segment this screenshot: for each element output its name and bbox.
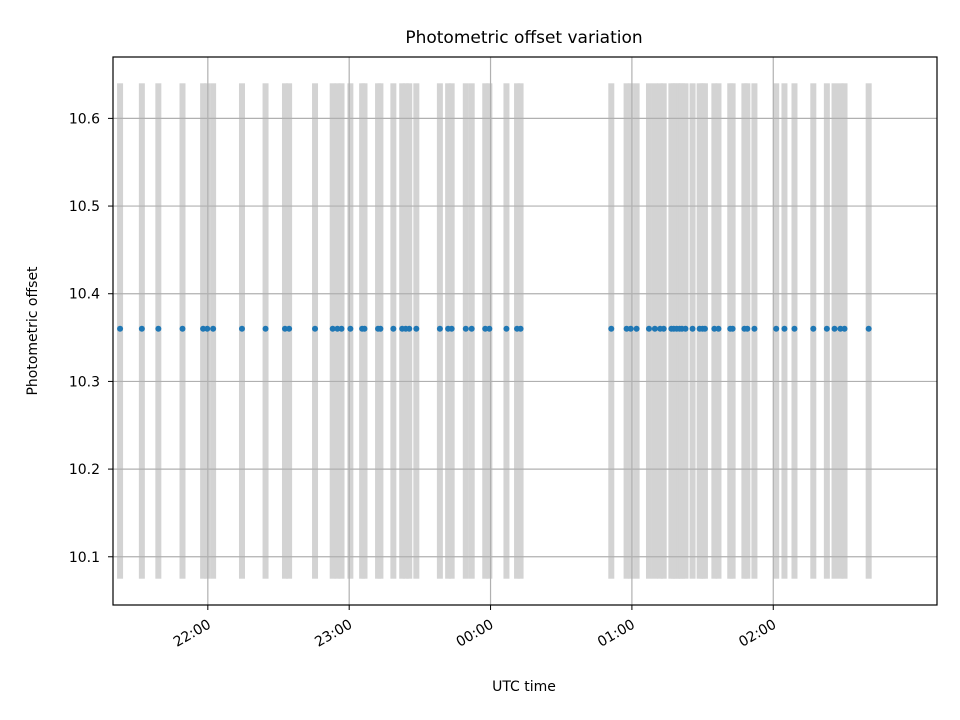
data-point [689,325,696,332]
data-point [627,325,634,332]
data-point [361,325,368,332]
data-point [262,325,269,332]
data-point [633,325,640,332]
data-point [486,325,493,332]
data-point [831,325,838,332]
data-point [651,325,658,332]
data-point [329,325,336,332]
data-point [448,325,455,332]
data-point [729,325,736,332]
data-point [436,325,443,332]
y-tick-label: 10.4 [69,287,100,303]
data-point [810,325,817,332]
y-axis-ticks: 10.1 10.2 10.3 10.4 10.5 10.6 [69,111,113,566]
y-tick-label: 10.5 [69,199,100,215]
y-axis-label: Photometric offset [25,266,41,396]
data-point [682,325,689,332]
data-point [334,325,341,332]
data-point [503,325,510,332]
x-axis-label: UTC time [492,679,556,695]
data-point [204,325,211,332]
data-point [751,325,758,332]
x-tick-label: 00:00 [454,617,497,651]
y-tick-label: 10.6 [69,111,100,127]
data-point [744,325,751,332]
data-point [117,325,124,332]
data-point [179,325,186,332]
data-point [347,325,354,332]
observation-bands [117,83,872,579]
data-point [155,325,162,332]
data-point [841,325,848,332]
x-tick-label: 23:00 [312,617,355,651]
data-point [390,325,397,332]
data-point [281,325,288,332]
data-point [608,325,615,332]
data-point [781,325,788,332]
data-point [312,325,319,332]
data-point [377,325,384,332]
data-point [517,325,524,332]
data-point [200,325,207,332]
data-point [791,325,798,332]
x-tick-label: 01:00 [595,617,638,651]
data-point [338,325,345,332]
data-point [286,325,293,332]
y-tick-label: 10.2 [69,462,100,478]
data-point [715,325,722,332]
x-tick-label: 22:00 [171,617,214,651]
data-point [711,325,718,332]
data-point [210,325,217,332]
data-point [138,325,145,332]
data-point [823,325,830,332]
data-point [462,325,469,332]
data-point [406,325,413,332]
data-point [482,325,489,332]
data-points [117,325,872,332]
data-point [773,325,780,332]
plot-frame [112,56,938,606]
x-tick-label: 02:00 [736,617,779,651]
data-point [701,325,708,332]
y-tick-label: 10.3 [69,374,100,390]
data-point [660,325,667,332]
data-point [238,325,245,332]
chart-title: Photometric offset variation [405,28,642,48]
data-point [837,325,844,332]
y-tick-label: 10.1 [69,550,100,566]
data-point [623,325,630,332]
data-point [645,325,652,332]
data-point [468,325,475,332]
data-point [865,325,872,332]
x-axis-ticks: 22:00 23:00 00:00 01:00 02:00 [171,605,779,651]
data-point [413,325,420,332]
